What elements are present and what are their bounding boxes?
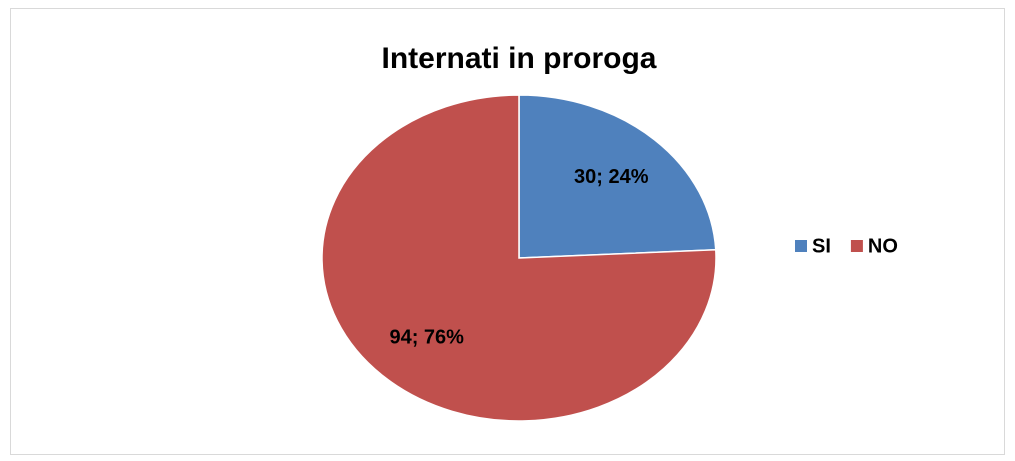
pie-slice [321,94,717,422]
data-label: 30; 24% [574,166,649,188]
legend-label: SI [812,235,831,257]
legend-swatch [795,240,807,252]
data-label: 94; 76% [389,327,464,349]
legend-swatch [850,240,863,252]
pie-slice [518,94,717,259]
chart-title: Internati in proroga [381,42,656,75]
legend-label: NO [868,235,898,257]
